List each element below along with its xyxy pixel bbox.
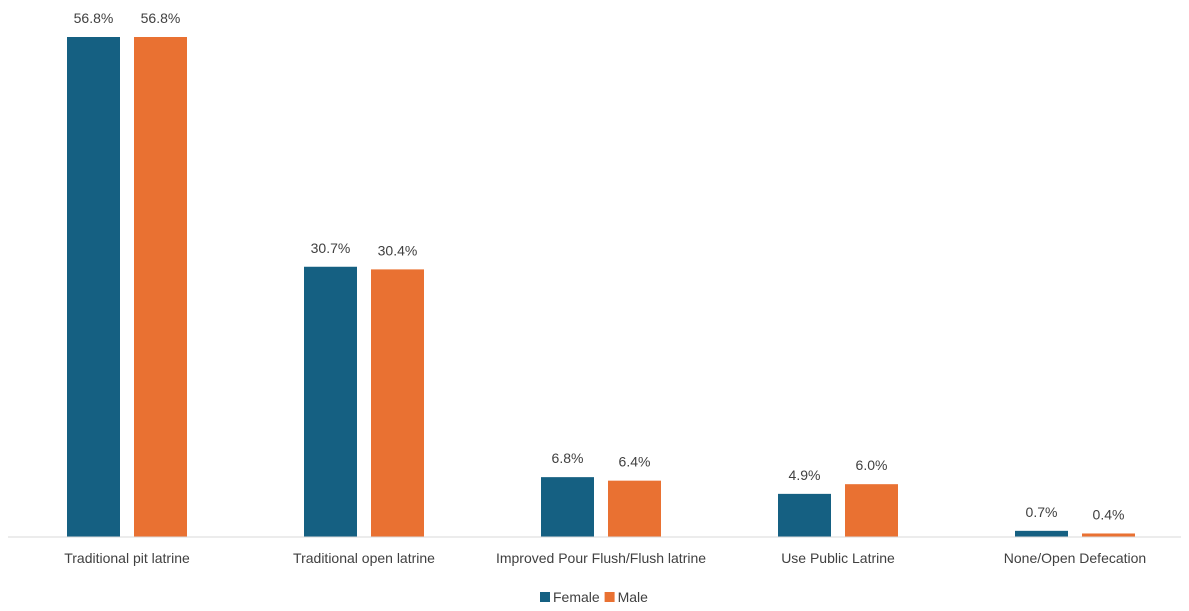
bar-male-4 — [1082, 533, 1135, 537]
legend-label-female: Female — [553, 589, 600, 605]
bar-male-2 — [608, 480, 661, 537]
value-label-male-0: 56.8% — [141, 10, 181, 26]
value-label-female-1: 30.7% — [311, 240, 351, 256]
value-label-male-4: 0.4% — [1093, 506, 1125, 522]
value-label-female-4: 0.7% — [1026, 504, 1058, 520]
legend: Female Male — [540, 589, 648, 605]
bar-male-1 — [371, 269, 424, 537]
category-labels-group: Traditional pit latrine Traditional open … — [64, 550, 1146, 566]
bar-female-1 — [304, 266, 357, 537]
legend-label-male: Male — [618, 589, 649, 605]
category-label-0: Traditional pit latrine — [64, 550, 190, 566]
value-labels-group: 56.8% 56.8% 30.7% 30.4% 6.8% 6.4% 4.9% 6.0% 0.7%… — [74, 10, 1125, 522]
value-label-female-0: 56.8% — [74, 10, 114, 26]
category-label-2: Improved Pour Flush/Flush latrine — [496, 550, 706, 566]
value-label-male-1: 30.4% — [378, 242, 418, 258]
bar-male-0 — [134, 37, 187, 537]
legend-swatch-male — [604, 592, 615, 602]
bar-female-4 — [1015, 530, 1068, 537]
category-label-4: None/Open Defecation — [1004, 550, 1146, 566]
bar-male-3 — [845, 484, 898, 537]
legend-swatch-female — [540, 592, 550, 602]
category-label-3: Use Public Latrine — [781, 550, 895, 566]
bar-female-0 — [67, 37, 120, 537]
bars-group — [67, 37, 1135, 537]
bar-female-2 — [541, 477, 594, 537]
value-label-male-3: 6.0% — [856, 457, 888, 473]
value-label-male-2: 6.4% — [619, 454, 651, 470]
value-label-female-2: 6.8% — [552, 450, 584, 466]
value-label-female-3: 4.9% — [789, 467, 821, 483]
category-label-1: Traditional open latrine — [293, 550, 435, 566]
bar-female-3 — [778, 493, 831, 537]
